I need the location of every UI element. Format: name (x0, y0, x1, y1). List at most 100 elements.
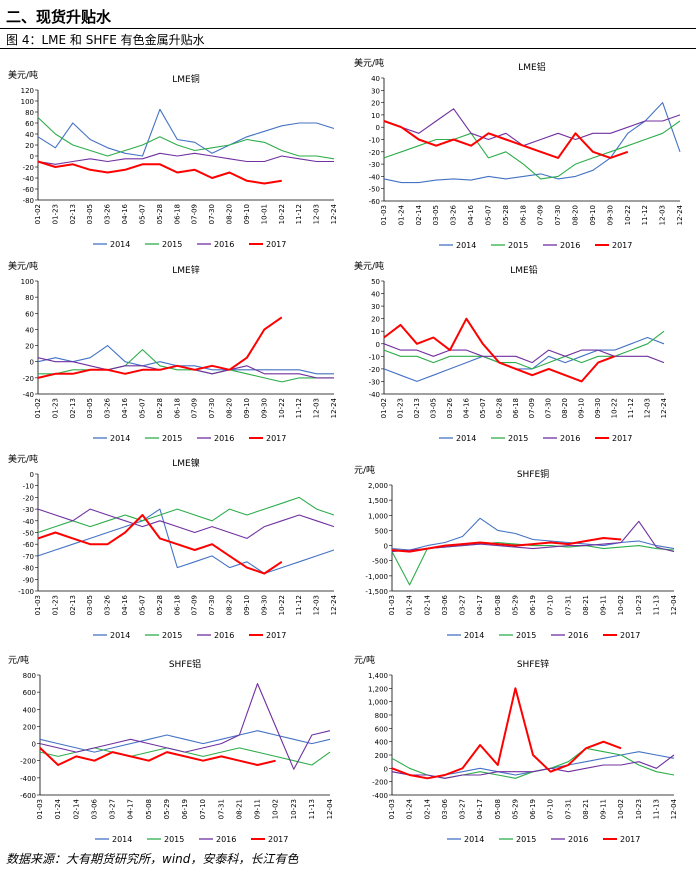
legend-label-2015: 2015 (164, 835, 184, 844)
y-tick-label: -500 (372, 558, 388, 566)
y-tick-label: 80 (25, 294, 34, 302)
x-tick-label: 01-02 (34, 204, 42, 224)
x-tick-label: 12-24 (330, 397, 338, 418)
x-tick-label: 03-27 (459, 595, 467, 615)
x-tick-label: 10-01 (260, 204, 268, 224)
y-tick-label: -30 (369, 378, 380, 386)
y-tick-label: 100 (21, 278, 34, 286)
x-tick-label: 09-30 (260, 398, 268, 418)
y-tick-label: 800 (375, 712, 388, 720)
y-tick-label: 1,200 (368, 685, 388, 693)
y-tick-label: 60 (25, 120, 34, 128)
x-tick-label: 06-19 (181, 799, 189, 819)
y-tick-label: 20 (25, 343, 34, 351)
x-tick-label: 01-03 (388, 595, 396, 615)
y-unit-label: 美元/吨 (354, 57, 384, 69)
series-line-2016 (37, 152, 334, 165)
y-tick-label: -10 (369, 137, 380, 145)
chart-title: LME铜 (172, 73, 199, 85)
y-tick-label: 20 (371, 100, 380, 108)
legend-label-2016: 2016 (560, 434, 580, 443)
x-tick-label: 05-28 (156, 595, 164, 615)
x-tick-label: 04-16 (467, 204, 475, 225)
header-rule-top (0, 28, 696, 29)
x-tick-label: 01-24 (406, 594, 414, 615)
x-tick-label: 11-13 (652, 799, 660, 819)
y-tick-label: -10 (369, 353, 380, 361)
series-line-2014 (37, 108, 335, 157)
legend-label-2015: 2015 (508, 434, 528, 443)
x-tick-label: 03-06 (441, 594, 449, 615)
y-tick-label: 1,000 (368, 512, 388, 520)
x-tick-label: 12-03 (313, 204, 321, 224)
x-tick-label: 04-17 (127, 799, 135, 819)
x-tick-label: 11-12 (641, 205, 649, 225)
series-line-2015 (383, 120, 681, 180)
series-line-2017 (383, 317, 615, 383)
x-tick-label: 10-02 (617, 799, 625, 819)
y-tick-label: 100 (21, 98, 34, 106)
x-tick-label: 02-13 (69, 398, 77, 418)
x-tick-label: 11-13 (652, 595, 660, 615)
x-tick-label: 12-03 (313, 595, 321, 615)
series-line-2017 (37, 514, 283, 575)
y-tick-label: 40 (371, 75, 380, 83)
x-tick-label: 01-23 (51, 595, 59, 615)
chart-title: SHFE锌 (517, 658, 549, 670)
y-tick-label: 1,400 (368, 672, 388, 680)
y-tick-label: 600 (375, 725, 388, 733)
x-tick-label: 12-24 (330, 203, 338, 224)
y-tick-label: -60 (369, 198, 380, 206)
legend-label-2016: 2016 (568, 835, 588, 844)
y-tick-label: -80 (23, 565, 34, 573)
legend-label-2017: 2017 (620, 631, 640, 640)
x-tick-label: 06-18 (173, 398, 181, 418)
chart-panel-8: 元/吨 SHFE锌 -400 -200 0 200 400 600 800 1,000 1,200 1… (354, 654, 678, 844)
x-tick-label: 01-24 (54, 798, 62, 819)
x-tick-label: 09-10 (578, 398, 586, 418)
y-tick-label: 40 (25, 326, 34, 334)
x-tick-label: 02-13 (69, 204, 77, 224)
legend-label-2014: 2014 (464, 835, 484, 844)
x-tick-label: 12-03 (644, 398, 652, 418)
x-tick-label: 11-12 (295, 204, 303, 224)
x-tick-label: 03-26 (104, 594, 112, 615)
x-tick-label: 03-26 (104, 397, 112, 418)
y-tick-label: 60 (25, 310, 34, 318)
series-line-2015 (37, 117, 335, 160)
chart-panel-7: 元/吨 SHFE铝 -600 -400 -200 0 200 400 600 800 01-03 01… (8, 654, 334, 844)
x-tick-label: 06-19 (529, 799, 537, 819)
x-tick-label: 04-17 (476, 595, 484, 615)
x-tick-label: 08-20 (572, 205, 580, 225)
x-tick-label: 05-28 (495, 398, 503, 418)
y-unit-label: 美元/吨 (8, 453, 38, 465)
legend-label-2015: 2015 (162, 434, 182, 443)
x-tick-label: 01-23 (51, 398, 59, 418)
y-tick-label: 30 (371, 303, 380, 311)
y-tick-label: -50 (369, 186, 380, 194)
x-tick-label: 05-08 (145, 799, 153, 819)
x-tick-label: 06-18 (512, 398, 520, 418)
x-tick-label: 03-05 (432, 205, 440, 225)
y-tick-label: -80 (23, 197, 34, 205)
x-tick-label: 09-10 (243, 595, 251, 615)
x-tick-label: 12-24 (676, 204, 684, 225)
y-tick-label: 0 (384, 543, 388, 551)
series-line-2016 (391, 754, 675, 779)
legend-label-2017: 2017 (266, 240, 286, 249)
series-line-2014 (391, 517, 675, 551)
series-line-2014 (383, 336, 665, 382)
y-tick-label: -40 (23, 518, 34, 526)
section-title: 二、现货升贴水 (6, 8, 112, 26)
x-tick-label: 07-10 (199, 799, 207, 819)
series-line-2016 (37, 508, 335, 539)
x-tick-label: 10-22 (278, 398, 286, 418)
x-tick-label: 10-02 (272, 799, 280, 819)
x-tick-label: 04-16 (121, 397, 129, 418)
x-tick-label: 07-10 (547, 595, 555, 615)
x-tick-label: 12-04 (670, 594, 678, 615)
x-tick-label: 09-10 (243, 398, 251, 418)
y-tick-label: 200 (23, 723, 36, 731)
y-tick-label: -60 (23, 541, 34, 549)
x-tick-label: 02-14 (423, 594, 431, 615)
